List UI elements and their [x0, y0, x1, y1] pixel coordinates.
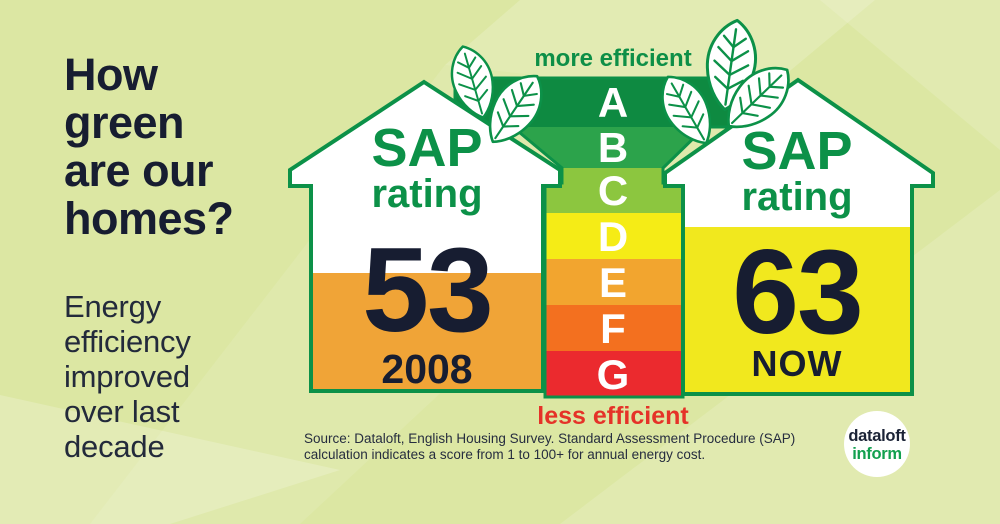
logo-text-inform: inform [852, 445, 902, 463]
more-efficient-label: more efficient [534, 45, 691, 72]
headline: How green are our homes? [64, 49, 234, 244]
sap-scale: more efficient A B C D E F G less effici… [453, 45, 772, 430]
dataloft-logo: dataloft inform [844, 411, 910, 477]
scale-band-g-label: G [597, 351, 630, 398]
house-now-fill-level [676, 227, 920, 394]
house-2008-sap-heading: SAP [371, 118, 482, 178]
scale-band-a-label: A [598, 79, 628, 126]
scale-band-f-label: F [600, 305, 626, 352]
scale-band-d-label: D [598, 213, 628, 260]
source-note: Source: Dataloft, English Housing Survey… [304, 431, 795, 462]
house-now-rating-subheading: rating [741, 175, 852, 219]
house-now-period-label: NOW [752, 343, 843, 384]
scale-band-b-label: B [598, 124, 628, 171]
sub-headline-line: improved [64, 359, 190, 394]
source-note-line-1: Source: Dataloft, English Housing Survey… [304, 431, 795, 446]
background-facet [0, 395, 340, 524]
house-2008-outline [288, 79, 562, 393]
scale-band-d-shape [545, 213, 683, 259]
scale-band-c-shape [545, 168, 683, 213]
headline-line: are our [64, 145, 213, 196]
logo-circle [844, 411, 910, 477]
headline-line: How [64, 49, 159, 100]
house-2008-sap-value: 53 [362, 223, 491, 357]
house-now-outline [663, 77, 935, 396]
scale-band-f-shape [545, 305, 683, 351]
scale-band-c-label: C [598, 167, 628, 214]
less-efficient-label: less efficient [537, 402, 689, 430]
scale-band-e-label: E [599, 259, 627, 306]
house-now-sap-heading: SAP [741, 121, 852, 181]
house-2008-rating-subheading: rating [371, 172, 482, 216]
house-2008-period-label: 2008 [381, 346, 472, 392]
house-2008: SAP rating 53 2008 [288, 79, 562, 393]
sub-headline: Energy efficiency improved over last dec… [64, 289, 192, 464]
logo-text-dataloft: dataloft [848, 427, 906, 445]
scale-band-b-shape [513, 127, 705, 168]
source-note-line-2: calculation indicates a score from 1 to … [304, 447, 705, 462]
house-now-sap-value: 63 [732, 225, 861, 359]
scale-band-e-shape [545, 259, 683, 305]
sub-headline-line: over last [64, 394, 180, 429]
headline-line: green [64, 97, 184, 148]
sub-headline-line: efficiency [64, 324, 191, 359]
house-now: SAP rating 63 NOW [663, 77, 935, 396]
sub-headline-line: decade [64, 429, 165, 464]
headline-line: homes? [64, 193, 234, 244]
background-facet [820, 0, 1000, 150]
scale-band-g-shape [545, 351, 683, 397]
sub-headline-line: Energy [64, 289, 162, 324]
house-2008-fill-level [300, 273, 552, 391]
